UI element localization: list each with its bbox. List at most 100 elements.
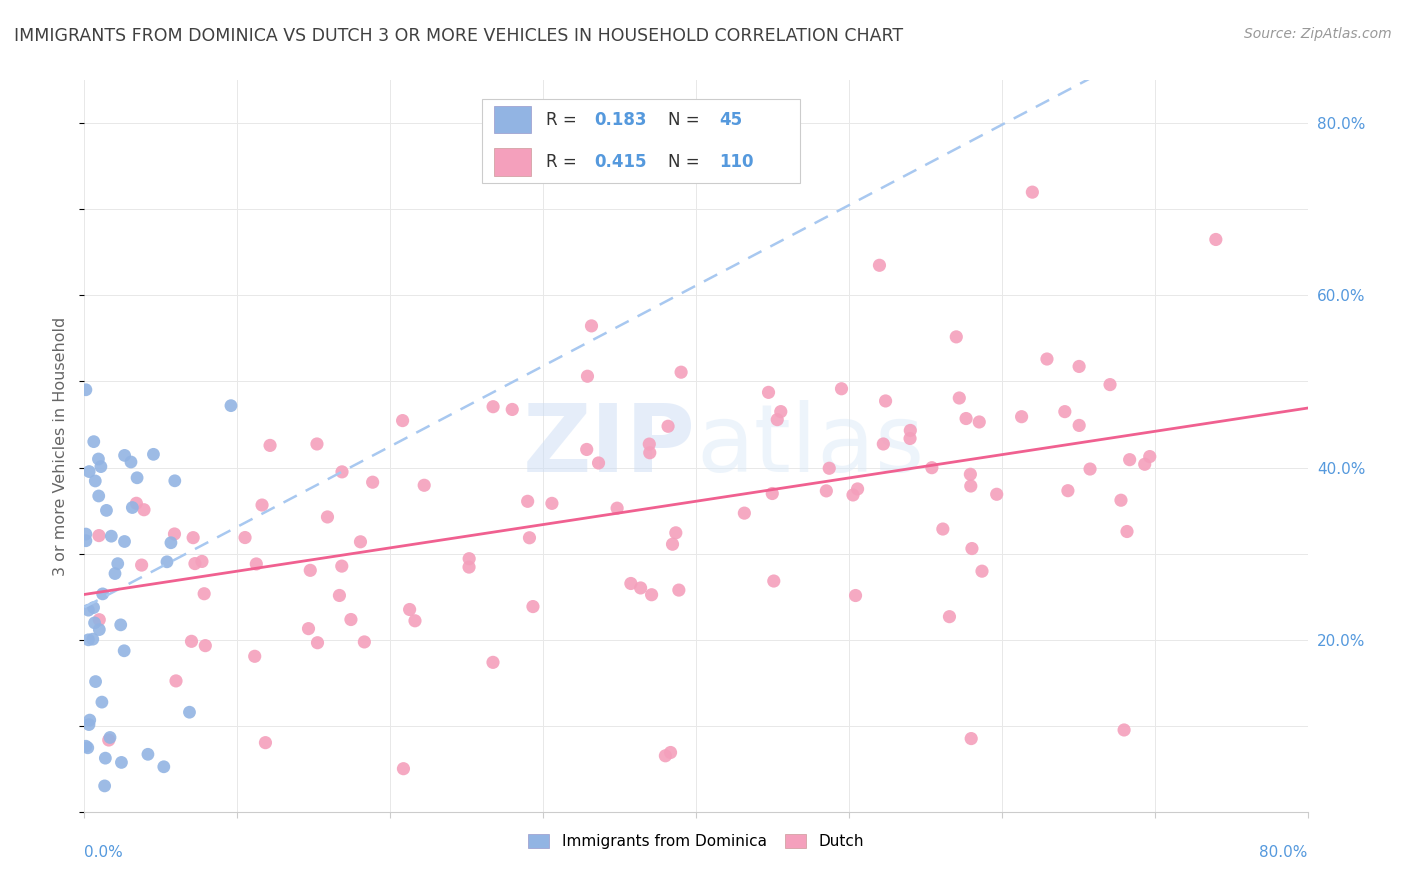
- Point: [640, 588, 662, 602]
- Text: atlas: atlas: [696, 400, 924, 492]
- Point: [1139, 450, 1161, 464]
- Point: [661, 537, 683, 551]
- Point: [316, 510, 339, 524]
- Point: [100, 529, 122, 543]
- Point: [398, 602, 420, 616]
- Point: [872, 437, 894, 451]
- Point: [193, 587, 215, 601]
- Point: [945, 330, 967, 344]
- Point: [84, 674, 107, 689]
- Point: [458, 551, 481, 566]
- Point: [960, 541, 983, 556]
- Point: [576, 369, 599, 384]
- Point: [79, 713, 101, 727]
- Point: [75, 383, 97, 397]
- Point: [75, 533, 97, 548]
- Point: [1057, 483, 1080, 498]
- Point: [669, 365, 692, 379]
- Point: [630, 581, 652, 595]
- Point: [254, 736, 277, 750]
- Point: [761, 486, 783, 500]
- Point: [82, 632, 104, 647]
- Text: 0.0%: 0.0%: [84, 845, 124, 860]
- Point: [194, 639, 217, 653]
- Point: [84, 474, 107, 488]
- Point: [330, 559, 353, 574]
- Point: [125, 496, 148, 510]
- Text: 0.183: 0.183: [595, 111, 647, 128]
- Point: [98, 731, 121, 745]
- Point: [136, 747, 159, 762]
- Point: [361, 475, 384, 490]
- Point: [94, 751, 117, 765]
- Point: [233, 531, 256, 545]
- FancyBboxPatch shape: [494, 148, 531, 176]
- Point: [842, 488, 865, 502]
- Point: [938, 609, 960, 624]
- Point: [581, 318, 603, 333]
- Point: [654, 748, 676, 763]
- Point: [156, 555, 179, 569]
- Point: [93, 779, 115, 793]
- Point: [107, 557, 129, 571]
- Point: [404, 614, 426, 628]
- Point: [219, 399, 242, 413]
- FancyBboxPatch shape: [482, 99, 800, 183]
- Point: [340, 613, 363, 627]
- Point: [638, 446, 661, 460]
- Point: [76, 740, 98, 755]
- Point: [413, 478, 436, 492]
- Point: [90, 459, 112, 474]
- Point: [259, 438, 281, 452]
- Point: [91, 587, 114, 601]
- Point: [815, 483, 838, 498]
- Point: [665, 525, 688, 540]
- Point: [75, 739, 97, 754]
- Point: [519, 531, 541, 545]
- Point: [328, 589, 350, 603]
- Point: [353, 635, 375, 649]
- Text: 110: 110: [720, 153, 754, 170]
- Point: [959, 467, 981, 482]
- Y-axis label: 3 or more Vehicles in Household: 3 or more Vehicles in Household: [53, 317, 69, 575]
- Point: [110, 756, 132, 770]
- Point: [1078, 462, 1101, 476]
- Point: [245, 557, 267, 571]
- Point: [179, 705, 201, 719]
- Point: [960, 731, 983, 746]
- Point: [967, 415, 990, 429]
- Point: [501, 402, 523, 417]
- Point: [769, 404, 792, 418]
- Point: [606, 501, 628, 516]
- Point: [766, 412, 789, 426]
- Text: R =: R =: [546, 153, 582, 170]
- Point: [541, 496, 564, 510]
- Point: [898, 432, 921, 446]
- Point: [87, 452, 110, 467]
- Text: N =: N =: [668, 111, 704, 128]
- Point: [97, 733, 120, 747]
- Point: [297, 622, 319, 636]
- Point: [516, 494, 538, 508]
- Point: [87, 528, 110, 542]
- Point: [77, 603, 100, 617]
- Point: [305, 437, 328, 451]
- Point: [921, 460, 943, 475]
- Point: [502, 155, 524, 169]
- Point: [83, 615, 105, 630]
- Point: [986, 487, 1008, 501]
- Point: [83, 600, 105, 615]
- Point: [77, 632, 100, 647]
- Point: [163, 474, 186, 488]
- Point: [96, 503, 118, 517]
- Text: Source: ZipAtlas.com: Source: ZipAtlas.com: [1244, 27, 1392, 41]
- Point: [1067, 359, 1090, 374]
- Point: [160, 535, 183, 549]
- Text: 45: 45: [720, 111, 742, 128]
- Point: [142, 447, 165, 461]
- Point: [87, 489, 110, 503]
- Point: [299, 563, 322, 577]
- Point: [90, 695, 112, 709]
- Point: [1133, 457, 1156, 471]
- Point: [955, 411, 977, 425]
